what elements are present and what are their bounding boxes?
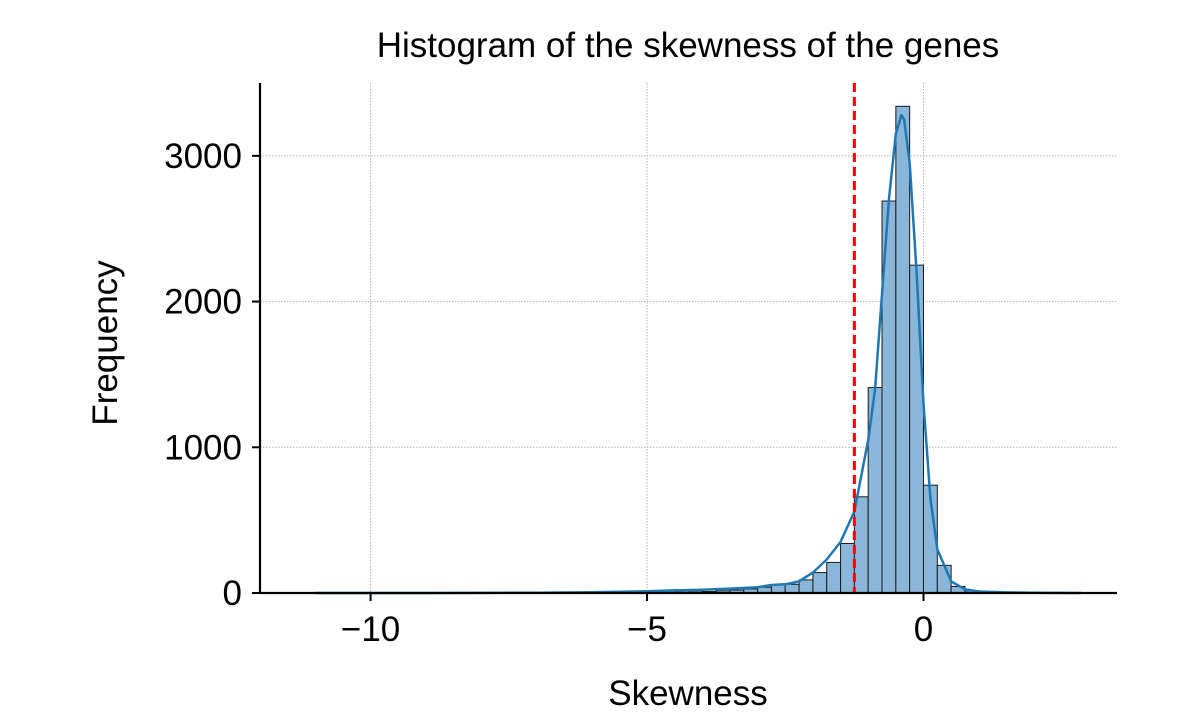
y-tick-label: 3000 xyxy=(164,137,242,176)
kde-curve xyxy=(315,113,1082,595)
x-axis-label: Skewness xyxy=(608,674,768,713)
histogram-bar xyxy=(826,561,842,594)
y-tick-label: 0 xyxy=(223,574,242,613)
tick-labels: −10 −5 0 0 1000 2000 3000 xyxy=(164,137,933,649)
x-tick-label: −5 xyxy=(627,610,667,649)
histogram-bar xyxy=(909,264,924,594)
histogram-bars xyxy=(314,105,1090,594)
axes xyxy=(252,83,1117,601)
histogram-bar xyxy=(840,542,855,594)
y-tick-label: 1000 xyxy=(164,428,242,467)
x-tick-label: 0 xyxy=(914,610,933,649)
histogram-bar xyxy=(812,572,828,594)
histogram-bar xyxy=(784,583,800,594)
y-axis-label: Frequency xyxy=(86,260,125,426)
histogram-bar xyxy=(895,105,911,594)
x-tick-label: −10 xyxy=(341,610,400,649)
histogram-bar xyxy=(853,496,869,594)
chart-title: Histogram of the skewness of the genes xyxy=(377,26,1000,65)
y-tick-label: 2000 xyxy=(164,283,242,322)
histogram-bar xyxy=(770,584,786,594)
histogram-bar xyxy=(798,579,814,594)
grid xyxy=(260,83,1117,593)
kde-curve-layer xyxy=(315,113,1082,595)
